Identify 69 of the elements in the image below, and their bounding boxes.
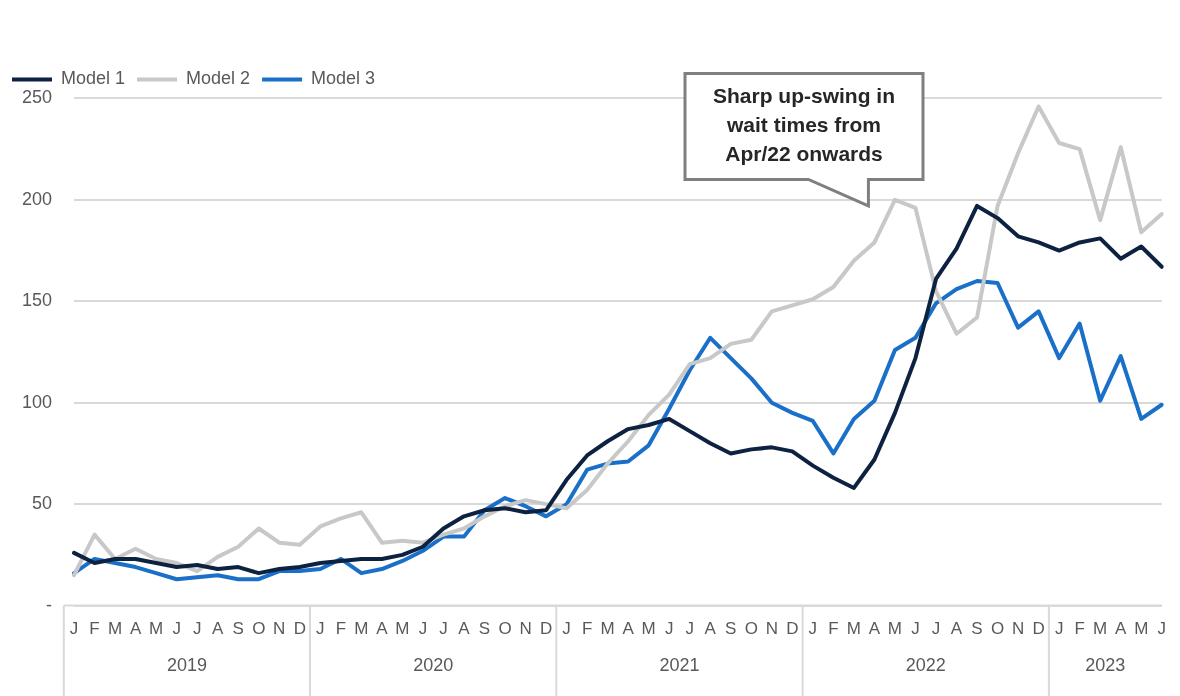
x-tick-label: F — [89, 619, 100, 639]
x-tick-label: J — [685, 619, 694, 639]
x-tick-label: M — [107, 619, 123, 639]
x-tick-label: J — [316, 619, 325, 639]
x-tick-label: M — [887, 619, 903, 639]
x-tick-label: D — [1032, 619, 1045, 639]
y-tick-label: 100 — [21, 391, 53, 412]
x-tick-label: M — [1134, 619, 1149, 639]
x-tick-label: M — [149, 619, 164, 639]
x-tick-label: J — [69, 619, 79, 639]
x-tick-label: A — [376, 619, 389, 639]
text: 2022 — [905, 654, 946, 675]
x-tick-label: J — [1157, 619, 1166, 639]
x-tick-label: J — [808, 619, 818, 639]
x-tick-label: A — [950, 619, 963, 639]
legend-label: Model 3 — [311, 68, 376, 89]
y-tick-label: - — [46, 594, 53, 615]
x-tick-label: A — [1115, 619, 1128, 639]
x-tick-label: M — [846, 619, 861, 639]
x-tick-label: O — [252, 619, 266, 639]
x-tick-label: O — [744, 619, 758, 639]
x-tick-label: N — [1011, 619, 1025, 639]
x-tick-label: N — [519, 619, 532, 639]
x-tick-label: D — [786, 619, 799, 639]
x-tick-label: N — [273, 619, 286, 639]
y-tick-label: 200 — [21, 188, 53, 209]
x-tick-label: J — [439, 619, 448, 639]
x-tick-label: A — [622, 619, 635, 639]
x-tick-label: A — [212, 619, 225, 639]
x-tick-label: F — [828, 619, 839, 639]
x-tick-label: N — [765, 619, 778, 639]
legend-label: Model 2 — [186, 68, 251, 89]
annotation: Sharp up-swing in wait times from Apr/22 onwards — [713, 84, 895, 166]
x-tick-label: O — [990, 619, 1005, 639]
x-tick-label: S — [478, 619, 491, 639]
x-tick-label: F — [335, 619, 347, 639]
x-tick-label: M — [600, 619, 615, 639]
y-tick-label: 50 — [32, 493, 53, 514]
x-tick-label: O — [498, 619, 512, 639]
text: 2020 — [413, 654, 454, 675]
x-tick-label: J — [911, 619, 920, 639]
x-tick-label: D — [293, 619, 306, 639]
x-tick-label: J — [562, 619, 571, 639]
x-tick-label: F — [1074, 619, 1085, 639]
x-tick-label: M — [354, 619, 369, 639]
x-tick-label: M — [641, 619, 656, 639]
x-tick-label: A — [868, 619, 881, 639]
x-tick-label: J — [931, 619, 941, 639]
x-tick-label: D — [539, 619, 553, 639]
x-tick-label: S — [232, 619, 244, 639]
x-tick-label: A — [704, 619, 717, 639]
y-tick-label: 250 — [21, 87, 53, 108]
x-tick-label: A — [129, 619, 142, 639]
x-tick-label: F — [581, 619, 593, 639]
x-tick-label: J — [1054, 619, 1064, 639]
text: 2023 — [1085, 654, 1126, 675]
x-tick-label: M — [1093, 619, 1108, 639]
x-tick-label: J — [172, 619, 181, 639]
x-tick-label: M — [395, 619, 410, 639]
x-tick-label: J — [192, 619, 202, 639]
legend-label: Model 1 — [61, 68, 126, 89]
text: 2021 — [659, 654, 700, 675]
x-tick-label: A — [458, 619, 471, 639]
text: 2019 — [166, 654, 207, 675]
x-tick-label: S — [971, 619, 983, 639]
y-tick-label: 150 — [21, 290, 53, 311]
x-tick-label: S — [725, 619, 737, 639]
x-tick-label: J — [418, 619, 428, 639]
x-tick-label: J — [664, 619, 674, 639]
